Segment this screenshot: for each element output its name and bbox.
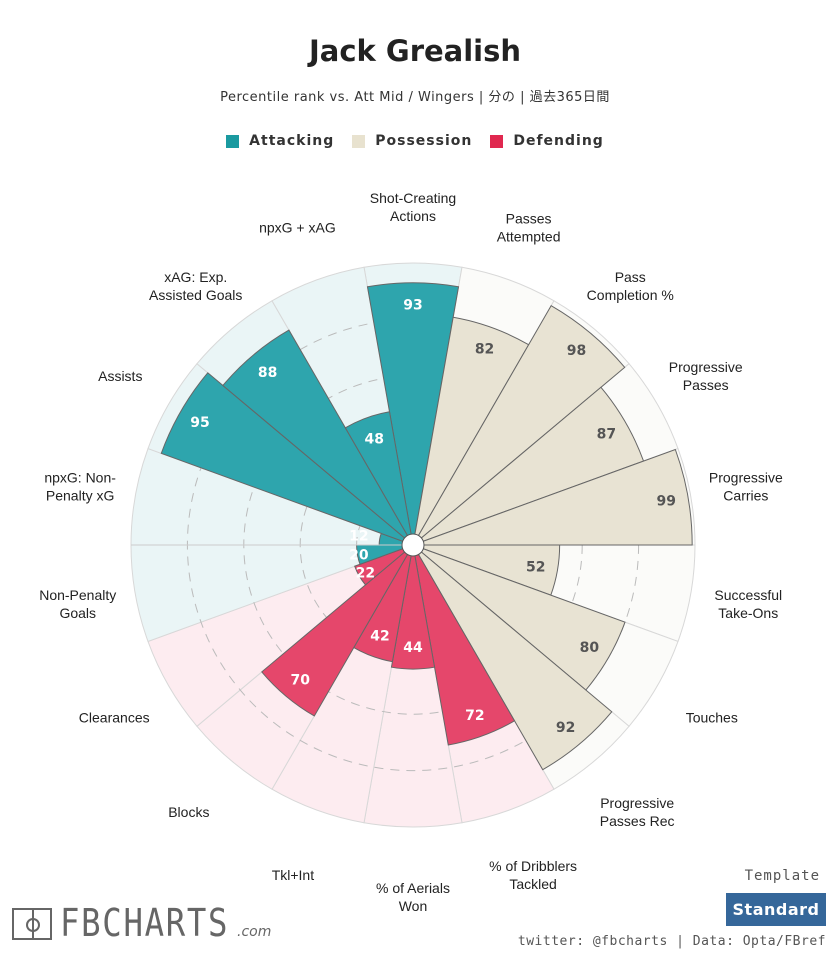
category-label-0: Shot-Creating Actions bbox=[370, 190, 456, 224]
bar-0 bbox=[366, 282, 460, 546]
value-label-10: 42 bbox=[370, 629, 389, 645]
category-label-2: Pass Completion % bbox=[587, 269, 674, 303]
legend-item-defending: Defending bbox=[490, 133, 603, 149]
category-label-13: Non-Penalty Goals bbox=[39, 587, 116, 621]
legend-swatch bbox=[226, 134, 240, 148]
value-label-1: 82 bbox=[475, 341, 494, 357]
value-label-9: 44 bbox=[403, 640, 423, 656]
category-label-4: Progressive Carries bbox=[709, 469, 783, 503]
legend-label: Defending bbox=[513, 133, 604, 149]
category-label-16: xAG: Exp. Assisted Goals bbox=[149, 269, 242, 303]
template-label: Template bbox=[744, 868, 820, 884]
bar-9 bbox=[390, 544, 436, 670]
value-label-15: 95 bbox=[190, 415, 209, 431]
value-label-5: 52 bbox=[526, 560, 545, 576]
center-hole bbox=[401, 533, 425, 557]
legend-item-possession: Possession bbox=[352, 133, 472, 149]
bar-7 bbox=[412, 544, 613, 771]
category-label-11: Blocks bbox=[168, 804, 209, 820]
category-label-5: Successful Take-Ons bbox=[714, 587, 782, 621]
bar-16 bbox=[222, 329, 414, 546]
category-label-8: % of Dribblers Tackled bbox=[489, 858, 577, 892]
bar-15 bbox=[160, 372, 414, 546]
category-label-7: Progressive Passes Rec bbox=[600, 795, 675, 829]
value-label-14: 12 bbox=[349, 528, 368, 544]
value-label-17: 48 bbox=[364, 431, 383, 447]
value-label-7: 92 bbox=[556, 720, 575, 736]
legend-item-attacking: Attacking bbox=[226, 133, 334, 149]
legend-swatch bbox=[490, 134, 504, 148]
pitch-icon bbox=[12, 908, 52, 940]
credit-text: twitter: @fbcharts | Data: Opta/FBref bbox=[517, 934, 826, 949]
value-label-2: 98 bbox=[567, 343, 586, 359]
bar-4 bbox=[412, 448, 693, 546]
value-label-6: 80 bbox=[580, 640, 600, 656]
value-label-11: 70 bbox=[291, 672, 311, 688]
value-label-0: 93 bbox=[403, 298, 422, 314]
value-label-12: 22 bbox=[356, 566, 375, 582]
bar-2 bbox=[412, 304, 626, 546]
template-badge: Standard bbox=[726, 893, 826, 926]
fbcharts-logo: FBCHARTS .com bbox=[12, 904, 271, 942]
bar-12 bbox=[354, 544, 414, 586]
bar-8 bbox=[412, 544, 516, 746]
legend: Attacking Possession Defending bbox=[0, 133, 830, 149]
category-label-12: Clearances bbox=[79, 710, 150, 726]
category-label-3: Progressive Passes bbox=[669, 359, 743, 393]
legend-label: Attacking bbox=[249, 133, 335, 149]
category-label-17: npxG + xAG bbox=[259, 219, 336, 235]
value-label-16: 88 bbox=[258, 365, 277, 381]
category-label-9: % of Aerials Won bbox=[376, 880, 450, 914]
bar-11 bbox=[261, 544, 414, 717]
category-label-14: npxG: Non-Penalty xG bbox=[44, 469, 116, 503]
value-label-13: 20 bbox=[349, 548, 369, 564]
chart-title: Jack Grealish bbox=[308, 34, 522, 68]
category-label-15: Assists bbox=[98, 368, 142, 384]
value-label-8: 72 bbox=[465, 708, 484, 724]
value-label-4: 99 bbox=[657, 493, 676, 509]
category-label-1: Passes Attempted bbox=[497, 210, 561, 244]
chart-subtitle: Percentile rank vs. Att Mid / Wingers | … bbox=[220, 90, 610, 105]
legend-label: Possession bbox=[375, 133, 473, 149]
category-label-6: Touches bbox=[686, 710, 738, 726]
value-label-3: 87 bbox=[597, 426, 616, 442]
bar-17 bbox=[344, 411, 414, 546]
legend-swatch bbox=[352, 134, 366, 148]
category-label-10: Tkl+Int bbox=[272, 867, 315, 883]
